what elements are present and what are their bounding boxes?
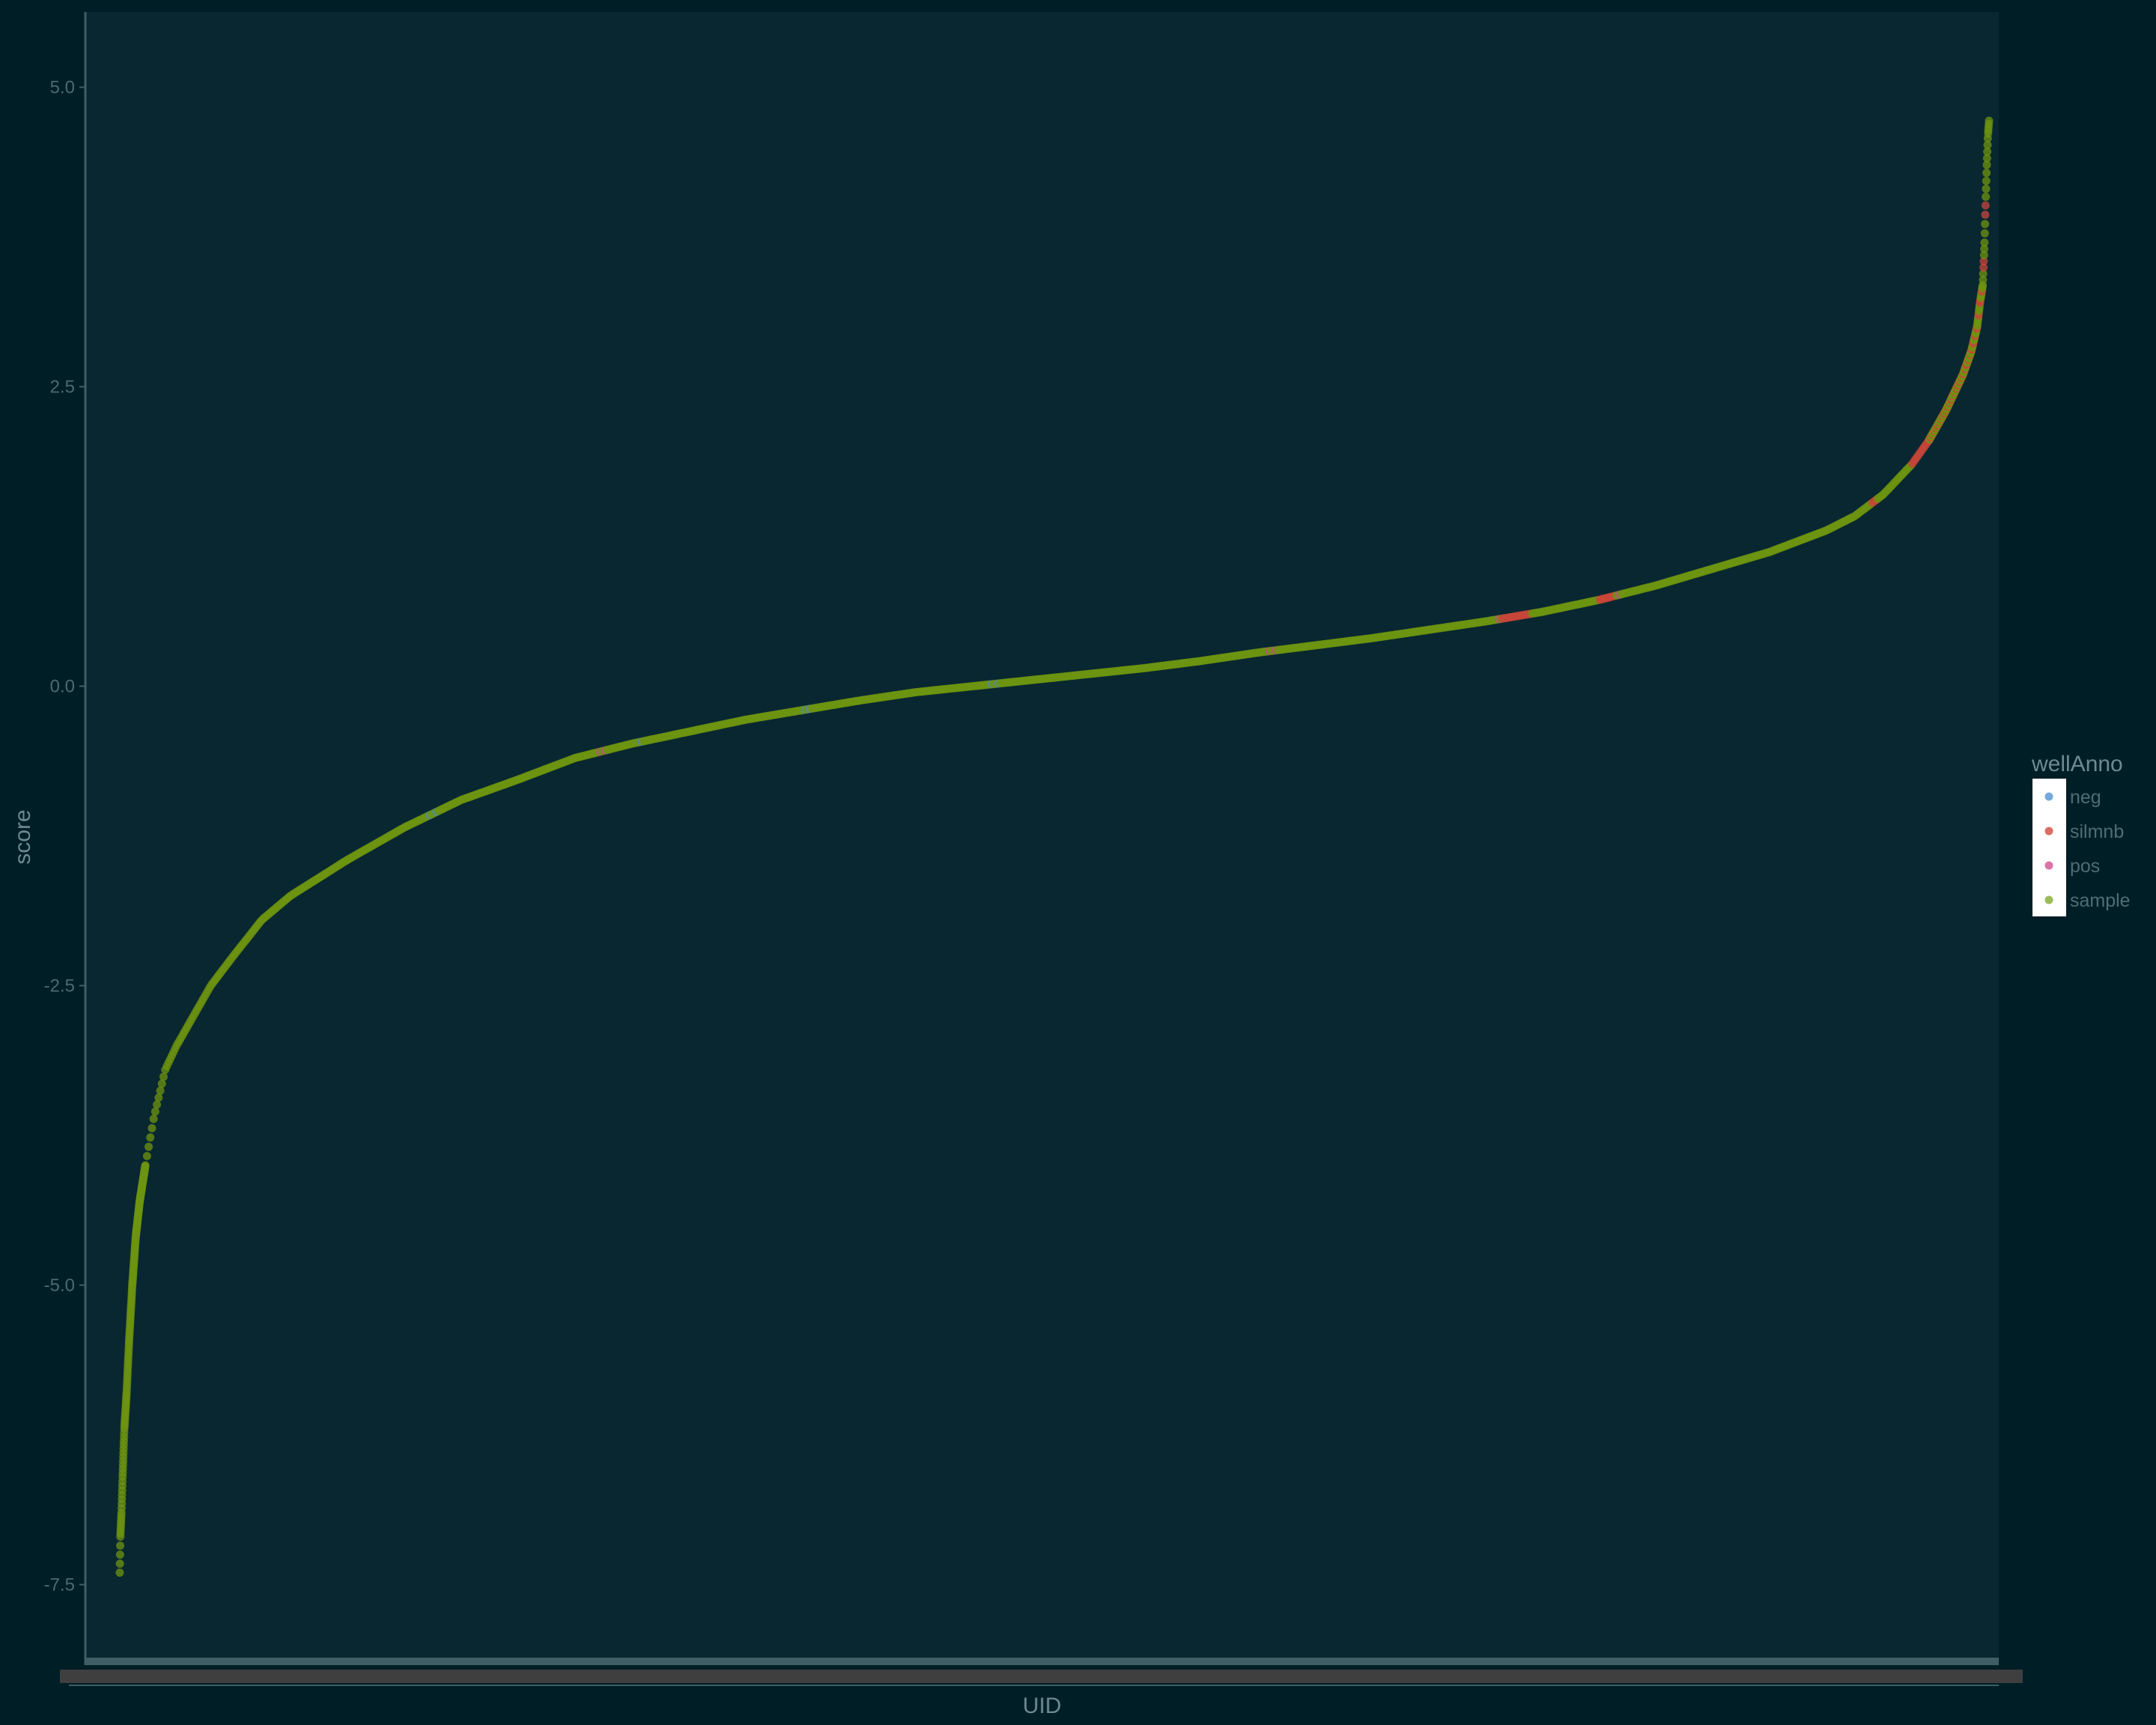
data-point — [1985, 116, 1994, 125]
x-axis-title: UID — [1023, 1694, 1062, 1718]
data-point — [1983, 147, 1992, 156]
y-tick-label: 5.0 — [50, 78, 75, 98]
data-point — [115, 1560, 124, 1568]
data-point — [1981, 219, 1990, 228]
y-tick-label: 2.5 — [50, 377, 75, 398]
y-axis-title: score — [10, 809, 35, 864]
y-tick-label: -2.5 — [44, 976, 75, 997]
x-tick-labels-overlap — [60, 1670, 2023, 1683]
scatter-points — [115, 116, 1994, 1577]
y-axis-ticks: 5.0 2.5 0.0 -2.5 -5.0 -7.5 — [44, 78, 85, 1595]
legend: wellAnno neg silmnb pos sample — [2031, 752, 2131, 916]
data-point — [153, 1100, 162, 1109]
data-point — [149, 1115, 158, 1123]
legend-key-pos — [2044, 861, 2053, 870]
legend-label-neg: neg — [2070, 787, 2101, 808]
data-point — [142, 1151, 151, 1160]
data-point — [1979, 263, 1988, 272]
data-point — [1982, 160, 1991, 169]
data-point — [1982, 192, 1991, 201]
legend-key-silmnb — [2044, 827, 2053, 836]
data-point — [146, 1133, 155, 1142]
data-point — [1979, 257, 1988, 266]
data-point — [159, 1072, 168, 1081]
data-point — [154, 1093, 163, 1102]
data-point — [1983, 141, 1992, 150]
legend-key-neg — [2044, 792, 2053, 801]
data-point — [116, 1542, 125, 1550]
y-tick-label: -5.0 — [44, 1276, 75, 1296]
data-point — [157, 1080, 166, 1088]
legend-label-pos: pos — [2070, 856, 2100, 877]
legend-label-sample: sample — [2070, 890, 2131, 911]
data-point — [1979, 251, 1988, 260]
x-axis-band — [85, 1658, 1999, 1665]
data-point — [141, 1161, 150, 1169]
y-tick-label: -7.5 — [44, 1575, 75, 1595]
y-tick-label: 0.0 — [50, 677, 75, 697]
data-point — [1982, 184, 1991, 193]
data-point — [1980, 229, 1989, 238]
data-point — [115, 1569, 124, 1577]
legend-key-background — [2032, 779, 2066, 916]
data-point — [1982, 154, 1991, 162]
data-point — [156, 1086, 165, 1095]
plot-panel — [85, 12, 1999, 1665]
data-point — [1981, 201, 1990, 210]
data-point — [1982, 177, 1991, 186]
data-point — [1981, 210, 1990, 219]
legend-key-sample — [2044, 895, 2053, 904]
data-point — [1979, 270, 1988, 279]
data-point — [115, 1551, 124, 1559]
data-point — [150, 1107, 159, 1116]
data-point — [1980, 238, 1989, 247]
data-point — [1979, 276, 1988, 285]
legend-title: wellAnno — [2031, 752, 2123, 776]
data-point — [1980, 245, 1989, 253]
legend-label-silmnb: silmnb — [2070, 821, 2124, 842]
data-point — [144, 1143, 153, 1151]
data-point — [1982, 168, 1991, 177]
data-point — [147, 1124, 156, 1133]
